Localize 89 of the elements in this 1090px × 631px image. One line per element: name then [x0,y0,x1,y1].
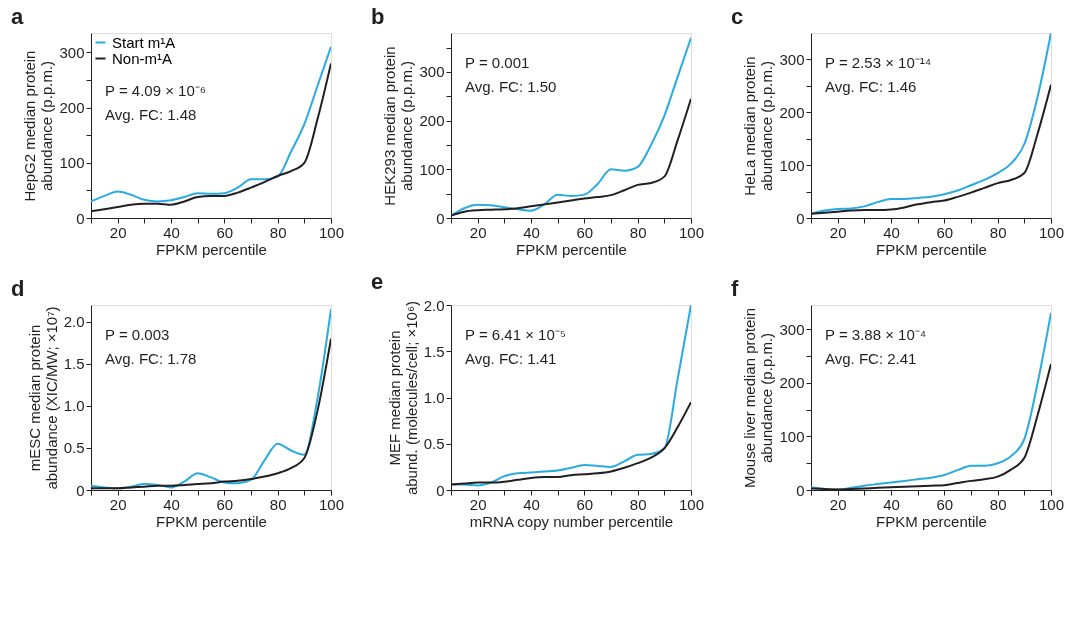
x-tick-label: 20 [109,495,127,513]
y-tick-label: 2.0 [63,313,85,331]
y-axis-title: mESC median protein abundance (XIC/MW; ×10⁷) [25,306,60,490]
y-tick-label: 100 [779,427,805,445]
y-tick-label: 0 [436,209,445,227]
x-axis-title: mRNA copy number percentile [469,512,674,530]
annotation: P = 6.41 × 10⁻⁵ [465,326,567,343]
chart-title: f [731,276,739,301]
chart-title: c [731,4,744,29]
chart-title: d [11,276,25,301]
x-tick-label: 80 [629,223,647,241]
y-tick-label: 100 [419,160,445,178]
x-axis-title: FPKM percentile [156,240,267,258]
y-axis-title: HeLa median protein abundance (p.p.m.) [741,56,776,196]
y-tick-label: 300 [779,320,805,338]
x-tick-label: 60 [216,495,234,513]
line-series [811,33,1051,215]
x-tick-label: 40 [163,495,180,513]
y-tick-label: 300 [419,63,445,81]
y-tick-label: 100 [59,154,85,172]
y-axis-title: MEF median protein abund. (molecules/cell; ×10⁶) [385,300,420,496]
annotation: P = 3.88 × 10⁻⁴ [825,326,927,343]
x-tick-label: 20 [469,223,487,241]
y-tick-label: 200 [779,374,805,392]
annotation: P = 0.003 [105,326,170,343]
x-tick-label: 80 [269,223,287,241]
x-tick-label: 40 [163,223,180,241]
y-tick-label: 1.0 [63,397,85,415]
chart-title: b [371,4,385,29]
y-tick-label: 300 [779,50,805,68]
x-tick-label: 40 [523,223,540,241]
x-tick-label: 100 [678,495,705,513]
x-axis-title: FPKM percentile [516,240,627,258]
x-tick-label: 40 [523,495,540,513]
annotation: P = 2.53 × 10⁻¹⁴ [825,54,932,71]
annotation: P = 0.001 [465,54,530,71]
y-tick-label: 0 [76,481,85,499]
y-tick-label: 0.5 [63,439,85,457]
x-tick-label: 100 [1038,495,1065,513]
x-tick-label: 100 [318,495,345,513]
y-axis-title: HEK293 median protein abundance (p.p.m.) [381,46,416,206]
x-tick-label: 20 [829,223,847,241]
y-tick-label: 300 [59,43,85,61]
x-axis-title: FPKM percentile [156,512,267,530]
x-tick-label: 100 [1038,223,1065,241]
y-tick-label: 1.0 [423,389,445,406]
y-tick-label: 200 [59,99,85,117]
x-tick-label: 80 [989,495,1007,513]
y-axis-title: Mouse liver median protein abundance (p.p.m.) [741,307,776,489]
x-tick-label: 60 [576,495,594,513]
x-tick-label: 20 [109,223,127,241]
y-tick-label: 0 [796,209,805,227]
annotation: Avg. FC: 1.50 [465,78,557,95]
x-tick-label: 20 [469,495,487,513]
legend-label: Non-m¹A [112,49,173,67]
y-tick-label: 1.5 [63,355,85,373]
x-tick-label: 100 [318,223,345,241]
legend-label: Start m¹A [112,33,176,51]
x-tick-label: 80 [629,495,647,513]
annotation: Avg. FC: 1.48 [105,106,197,123]
x-tick-label: 40 [883,495,900,513]
x-tick-label: 40 [883,223,900,241]
x-tick-label: 100 [678,223,705,241]
y-axis-title: HepG2 median protein abundance (p.p.m.) [21,50,56,202]
y-tick-label: 200 [779,103,805,121]
annotation: Avg. FC: 1.78 [105,350,197,367]
annotation: Avg. FC: 1.46 [825,78,917,95]
annotation: Avg. FC: 1.41 [465,350,557,367]
annotation: Avg. FC: 2.41 [825,350,917,367]
x-tick-label: 80 [989,223,1007,241]
y-tick-label: 2.0 [423,296,445,314]
x-tick-label: 60 [216,223,234,241]
x-tick-label: 60 [936,495,954,513]
y-tick-label: 100 [779,156,805,174]
y-tick-label: 1.5 [423,342,445,360]
chart-title: a [11,4,24,29]
x-tick-label: 60 [936,223,954,241]
chart-title: e [371,269,384,294]
x-axis-title: FPKM percentile [876,512,987,530]
y-tick-label: 0 [76,209,85,227]
x-tick-label: 20 [829,495,847,513]
y-tick-label: 0 [436,481,445,499]
annotation: P = 4.09 × 10⁻⁶ [105,82,206,99]
y-tick-label: 200 [419,112,445,130]
y-tick-label: 0.5 [423,435,445,453]
x-tick-label: 60 [576,223,594,241]
x-axis-title: FPKM percentile [876,240,987,258]
x-tick-label: 80 [269,495,287,513]
y-tick-label: 0 [796,481,805,499]
